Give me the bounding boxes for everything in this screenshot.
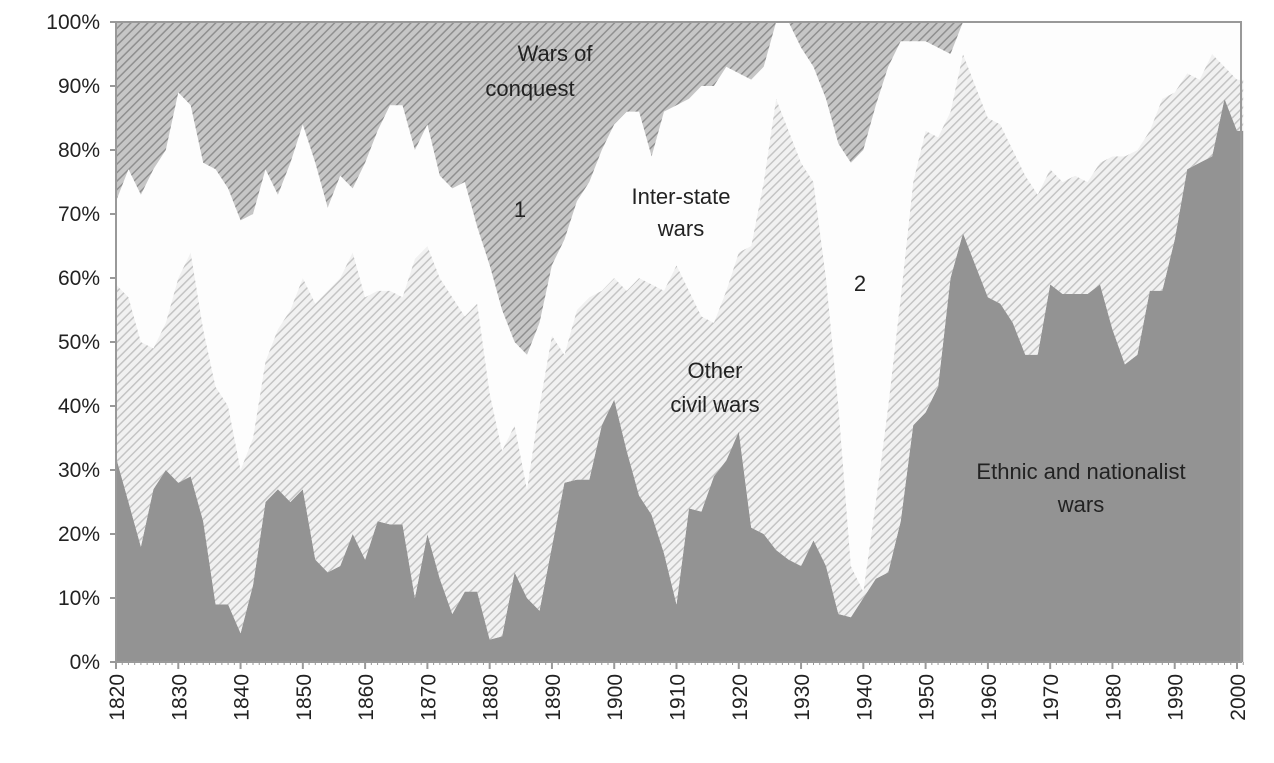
y-tick-label: 60% <box>58 267 100 290</box>
y-tick-label: 0% <box>70 651 100 674</box>
x-tick-label: 1870 <box>417 674 440 721</box>
y-tick-label: 100% <box>46 11 100 34</box>
x-tick-label: 1850 <box>293 674 316 721</box>
x-tick-label: 2000 <box>1227 674 1250 721</box>
y-tick-label: 40% <box>58 395 100 418</box>
x-tick-label: 1960 <box>978 674 1001 721</box>
x-tick-label: 1840 <box>231 674 254 721</box>
y-tick-label: 80% <box>58 139 100 162</box>
x-axis: 1820 1830 1840 1850 1860 1870 1880 1890 1900 1910… <box>106 662 1250 721</box>
x-tick-label: 1890 <box>542 674 565 721</box>
x-tick-label: 1930 <box>791 674 814 721</box>
x-tick-label: 1910 <box>667 674 690 721</box>
y-tick-label: 20% <box>58 523 100 546</box>
area-inter-state <box>116 22 1244 592</box>
label-ethnic-2: wars <box>1057 492 1104 517</box>
x-tick-label: 1990 <box>1165 674 1188 721</box>
x-tick-label: 1880 <box>480 674 503 721</box>
x-tick-label: 1950 <box>916 674 939 721</box>
area-ethnic-nationalist <box>116 98 1244 663</box>
label-other-civil-2: civil wars <box>670 392 759 417</box>
y-tick-label: 70% <box>58 203 100 226</box>
x-tick-label: 1920 <box>729 674 752 721</box>
x-tick-label: 1860 <box>355 674 378 721</box>
label-wars-of-conquest-1: Wars of <box>518 41 594 66</box>
y-axis: 0% 10% 20% 30% 40% 50% 60% 70% 80% 90% 100% <box>46 11 116 674</box>
x-tick-label: 1820 <box>106 674 129 721</box>
x-tick-label: 1940 <box>853 674 876 721</box>
area-conquest <box>116 22 1244 355</box>
annotation-2: 2 <box>854 271 866 296</box>
area-other-civil <box>116 54 1244 640</box>
x-tick-label: 1830 <box>168 674 191 721</box>
label-ethnic-1: Ethnic and nationalist <box>976 459 1185 484</box>
y-tick-label: 30% <box>58 459 100 482</box>
label-other-civil-1: Other <box>687 358 742 383</box>
label-inter-state-1: Inter-state <box>631 184 730 209</box>
x-tick-label: 1970 <box>1040 674 1063 721</box>
x-tick-label: 1980 <box>1102 674 1125 721</box>
label-inter-state-2: wars <box>657 216 704 241</box>
annotation-1: 1 <box>514 197 526 222</box>
y-tick-label: 10% <box>58 587 100 610</box>
label-wars-of-conquest-2: conquest <box>485 76 574 101</box>
y-tick-label: 50% <box>58 331 100 354</box>
area-layers <box>116 22 1244 663</box>
x-tick-label: 1900 <box>604 674 627 721</box>
y-tick-label: 90% <box>58 75 100 98</box>
